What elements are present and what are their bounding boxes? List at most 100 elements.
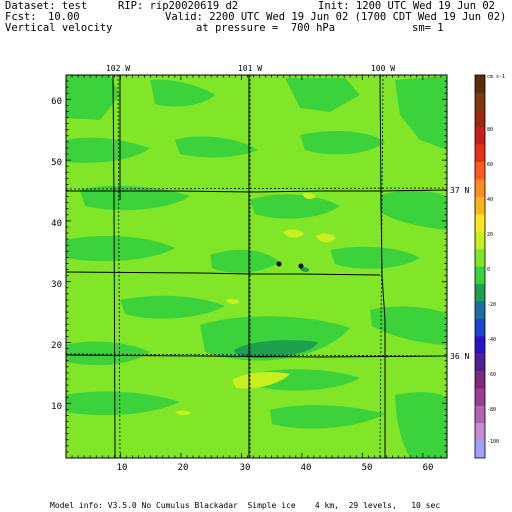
x-tick-label: 60 [423,463,434,473]
y-tick-label: 30 [51,280,62,290]
x-tick-label: 10 [117,463,128,473]
colorbar-label: -40 [487,337,496,343]
colorbar-cell [475,423,485,441]
longitude-label: 100 W [371,64,395,73]
colorbar-cell [475,405,485,424]
field-region [250,194,340,219]
field-region [66,235,175,262]
colorbar-label: 20 [487,232,493,238]
colorbar-cell [475,179,485,198]
fcst-value: 10.00 [48,11,80,23]
colorbar-cell [475,336,485,354]
longitude-label: 102 W [106,64,130,73]
field-region [300,267,310,272]
model-info: Model info: V3.5.0 No Cumulus Blackadar … [50,501,441,510]
field-region [370,306,447,345]
field-region [234,340,318,358]
colorbar-frame [474,74,486,459]
colorbar: cm s-1 80 60 40 20 0 -20 -40 -60 -80 -10… [474,74,505,459]
field-name: Vertical velocity [5,22,113,34]
x-tick-label: 50 [362,463,373,473]
longitude-labels: 102 W 101 W 100 W [106,64,395,73]
county-lines [66,354,447,358]
rip-label: RIP: rip20020619 d2 [118,0,239,12]
latitude-label: 37 N [450,186,469,195]
tick-marks [65,74,448,459]
y-tick-label: 40 [51,219,62,229]
boundary-line [66,271,381,276]
colorbar-cell [475,127,485,145]
colorbar-cell [475,92,485,111]
station-markers [276,261,304,269]
init-label: Init: 1200 UTC Wed 19 Jun 02 [318,0,496,12]
x-axis-labels: 10 20 30 40 50 60 [117,463,434,473]
x-tick-label: 20 [178,463,189,473]
colorbar-units: cm s-1 [487,74,505,80]
colorbar-label: -80 [487,407,496,413]
smoothing-label: sm= 1 [412,22,444,34]
field-region [120,295,225,319]
field-region [175,136,258,158]
field-region [150,79,215,107]
colorbar-cell [475,214,485,232]
colorbar-cell [475,144,485,163]
field-region [210,249,280,273]
colorbar-cell [475,370,485,389]
latitude-label: 36 N [450,352,469,361]
latlon-grid [66,75,447,458]
colorbar-cell [475,162,485,180]
colorbar-labels: 80 60 40 20 0 -20 -40 -60 -80 -100 [487,127,499,445]
y-tick-label: 60 [51,97,62,107]
colorbar-cell [475,249,485,267]
y-axis-labels: 10 20 30 40 50 60 [51,97,62,412]
boundary-line [379,75,386,458]
field-region [232,372,290,389]
field-region [66,391,180,416]
colorbar-cell [475,109,485,128]
fcst-label: Fcst: [5,11,37,23]
field-region [175,410,191,416]
field-region [316,233,336,243]
station-marker [298,263,304,269]
colorbar-cell [475,301,485,320]
field-downward-weak [66,75,447,458]
field-region [66,75,120,120]
colorbar-label: -20 [487,302,496,308]
field-region [380,190,447,230]
velocity-field [66,75,447,458]
colorbar-cell [475,266,485,285]
colorbar-cell [475,388,485,407]
field-region [66,341,150,366]
latitude-labels: 37 N 36 N [450,186,469,361]
colorbar-label: 40 [487,197,493,203]
grid-line [66,187,447,190]
colorbar-cell [475,283,485,302]
colorbar-label: 80 [487,127,493,133]
field-region [395,392,447,458]
colorbar-label: 0 [487,267,490,273]
y-tick-label: 10 [51,402,62,412]
colorbar-label: -60 [487,372,496,378]
field-region [283,229,304,238]
dataset-label: Dataset: test [5,0,88,12]
field-region [80,185,190,211]
y-tick-label: 50 [51,158,62,168]
field-region [395,76,447,150]
boundary-line [112,75,116,458]
x-tick-label: 30 [240,463,251,473]
field-upward-weak [175,193,336,416]
boundary-line [66,354,447,358]
colorbar-cell [475,440,485,459]
colorbar-cell [475,318,485,337]
field-region [302,193,316,199]
grid-line [66,353,447,357]
colorbar-cell [475,196,485,215]
state-boundaries [66,75,447,458]
field-region [66,137,150,163]
x-tick-label: 40 [301,463,312,473]
pressure-label: at pressure = 700 hPa [196,22,336,34]
longitude-label: 101 W [238,64,262,73]
colorbar-label: 60 [487,162,493,168]
y-tick-label: 20 [51,341,62,351]
